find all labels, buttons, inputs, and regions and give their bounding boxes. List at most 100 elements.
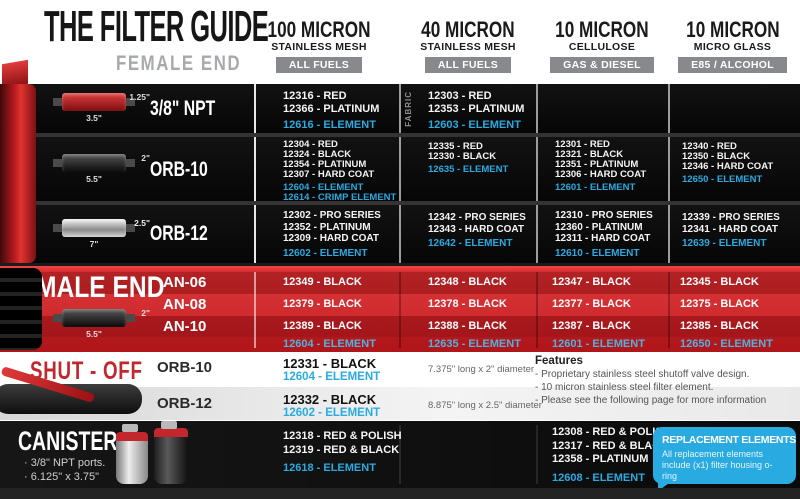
- element-100micron: 12604 - ELEMENT: [283, 338, 376, 350]
- part-numbers: 12310 - PRO SERIES 12360 - PLATINUM 1231…: [555, 210, 653, 244]
- element-number: 12604 - ELEMENT: [283, 371, 381, 383]
- canister-bracket: [122, 424, 138, 432]
- element-number: 12602 - ELEMENT: [283, 407, 381, 419]
- element-numbers: 12610 - ELEMENT: [555, 247, 640, 259]
- divider: [254, 205, 256, 263]
- dim-length-label: 7": [89, 239, 99, 249]
- row-label-an10: AN-10: [163, 318, 207, 335]
- dim-length-label: 5.5": [86, 329, 102, 339]
- canister-specs: · 3/8" NPT ports. · 6.125" x 3.75": [24, 457, 106, 483]
- canister-bracket: [161, 421, 177, 429]
- part-numbers: 12304 - RED 12324 - BLACK 12354 - PLATIN…: [283, 139, 375, 180]
- column-subtitle: MICRO GLASS: [693, 41, 772, 53]
- cell-an08-cellulose: 12377 - BLACK: [552, 298, 631, 310]
- male-end-title: MALE END: [36, 271, 165, 304]
- element-numbers: 12601 - ELEMENT: [555, 182, 636, 193]
- divider: [668, 272, 670, 348]
- column-title: 10 MICRON: [685, 17, 780, 42]
- part-numbers: 12340 - RED 12350 - BLACK 12346 - HARD C…: [682, 141, 774, 172]
- part-numbers: 12316 - RED 12366 - PLATINUM: [283, 90, 380, 115]
- cell-orb12-100micron: 12302 - PRO SERIES 12352 - PLATINUM 1230…: [283, 210, 381, 259]
- fabric-note: FABRIC: [404, 91, 413, 127]
- size-note: 7.375" long x 2" diameter: [428, 364, 535, 375]
- row-label-orb10: ORB-10: [150, 158, 208, 181]
- divider: [536, 84, 538, 133]
- dim-length-label: 3.5": [86, 113, 102, 123]
- part-number: 12331 - BLACK: [283, 356, 377, 371]
- divider: [399, 205, 401, 263]
- cell-npt-100micron: 12316 - RED 12366 - PLATINUM 12616 - ELE…: [283, 90, 379, 132]
- element-numbers: 12602 - ELEMENT: [283, 247, 368, 259]
- part-numbers: 12303 - RED 12353 - PLATINUM: [428, 90, 525, 115]
- orb12-filter-photo: 2.5" 7": [53, 211, 156, 253]
- divider: [536, 272, 538, 348]
- npt-filter-photo: 1.25" 3.5": [53, 85, 156, 127]
- callout-title: REPLACEMENT ELEMENTS: [662, 434, 797, 446]
- cell-an08-microglass: 12375 - BLACK: [680, 298, 759, 310]
- row-npt: 1.25" 3.5" 3/8" NPT 12316 - RED 12366 - …: [0, 84, 800, 133]
- red-filter-photo: [0, 84, 36, 263]
- part-numbers: 12318 - RED & POLISH 12319 - RED & BLACK: [283, 430, 402, 456]
- column-subtitle: STAINLESS MESH: [420, 41, 516, 53]
- canister-photo-polish: [116, 432, 148, 484]
- cell-orb12-40micron: 12342 - PRO SERIES 12343 - HARD COAT 126…: [428, 212, 526, 250]
- element-numbers: 12618 - ELEMENT: [283, 462, 376, 474]
- row-label-an06: AN-06: [163, 274, 207, 291]
- column-header-10-micron-cellulose: 10 MICRON CELLULOSE GAS & DIESEL: [533, 19, 671, 73]
- row-label-an08: AN-08: [163, 296, 207, 313]
- cell-an10-100micron: 12389 - BLACK: [283, 320, 362, 332]
- filter-image: [53, 93, 135, 111]
- part-numbers: 12302 - PRO SERIES 12352 - PLATINUM 1230…: [283, 210, 381, 244]
- element-numbers: 12650 - ELEMENT: [682, 174, 763, 185]
- element-numbers: 12608 - ELEMENT: [552, 471, 645, 484]
- filter-image: [53, 219, 135, 237]
- element-numbers: 12639 - ELEMENT: [682, 238, 767, 249]
- divider: [668, 84, 670, 133]
- cell-an10-40micron: 12388 - BLACK: [428, 320, 507, 332]
- cell-orb10-cellulose: 12301 - RED 12321 - BLACK 12351 - PLATIN…: [555, 140, 646, 193]
- part-numbers: 12342 - PRO SERIES 12343 - HARD COAT: [428, 212, 526, 235]
- cell-an10-microglass: 12385 - BLACK: [680, 320, 759, 332]
- row-divider: [0, 263, 800, 266]
- divider: [399, 84, 401, 133]
- cell-an06-microglass: 12345 - BLACK: [680, 276, 759, 288]
- row-label-orb10: ORB-10: [157, 359, 213, 376]
- size-note: 8.875" long x 2.5" diameter: [428, 400, 542, 411]
- element-numbers: 12635 - ELEMENT: [428, 164, 509, 175]
- callout-body: All replacement elements include (x1) fi…: [662, 449, 773, 481]
- row-orb10: 2" 5.5" ORB-10 12304 - RED 12324 - BLACK…: [0, 137, 800, 203]
- fuel-badge: GAS & DIESEL: [550, 57, 654, 73]
- filter-image: [53, 309, 135, 327]
- cell-an06-100micron: 12349 - BLACK: [283, 276, 362, 288]
- cell-an08-100micron: 12379 - BLACK: [283, 298, 362, 310]
- cell-orb10-40micron: 12335 - RED 12330 - BLACK 12635 - ELEMEN…: [428, 142, 508, 175]
- column-header-10-micron-micro-glass: 10 MICRON MICRO GLASS E85 / ALCOHOL: [665, 19, 800, 73]
- dim-height-label: 2": [141, 308, 150, 318]
- cell-an08-40micron: 12378 - BLACK: [428, 298, 507, 310]
- row-orb12: 2.5" 7" ORB-12 12302 - PRO SERIES 12352 …: [0, 205, 800, 263]
- cell-orb12-cellulose: 12310 - PRO SERIES 12360 - PLATINUM 1231…: [555, 210, 653, 259]
- stripe: [0, 272, 800, 294]
- an-fitting-photo: [0, 268, 42, 350]
- row-label-orb12: ORB-12: [157, 395, 213, 412]
- cell-npt-40micron: 12303 - RED 12353 - PLATINUM 12603 - ELE…: [428, 90, 524, 132]
- page-title: THE FILTER GUIDE: [44, 2, 269, 51]
- divider: [536, 425, 538, 484]
- stripe: [0, 316, 800, 337]
- divider: [399, 425, 401, 484]
- cell-an06-cellulose: 12347 - BLACK: [552, 276, 631, 288]
- divider: [399, 137, 401, 201]
- column-subtitle: STAINLESS MESH: [271, 41, 367, 53]
- section-canister: CANISTER · 3/8" NPT ports. · 6.125" x 3.…: [0, 421, 800, 491]
- dim-height-label: 2.5": [134, 218, 150, 228]
- element-numbers: 12603 - ELEMENT: [428, 119, 521, 131]
- dim-height-label: 2": [141, 153, 150, 163]
- column-subtitle: CELLULOSE: [568, 41, 636, 53]
- canister-title: CANISTER: [18, 426, 118, 456]
- part-numbers: 12339 - PRO SERIES 12341 - HARD COAT: [682, 212, 780, 235]
- element-numbers: 12616 - ELEMENT: [283, 119, 376, 131]
- divider: [254, 84, 256, 133]
- cell-orb12-microglass: 12339 - PRO SERIES 12341 - HARD COAT 126…: [682, 212, 780, 250]
- element-40micron: 12635 - ELEMENT: [428, 338, 521, 350]
- cell-an06-40micron: 12348 - BLACK: [428, 276, 507, 288]
